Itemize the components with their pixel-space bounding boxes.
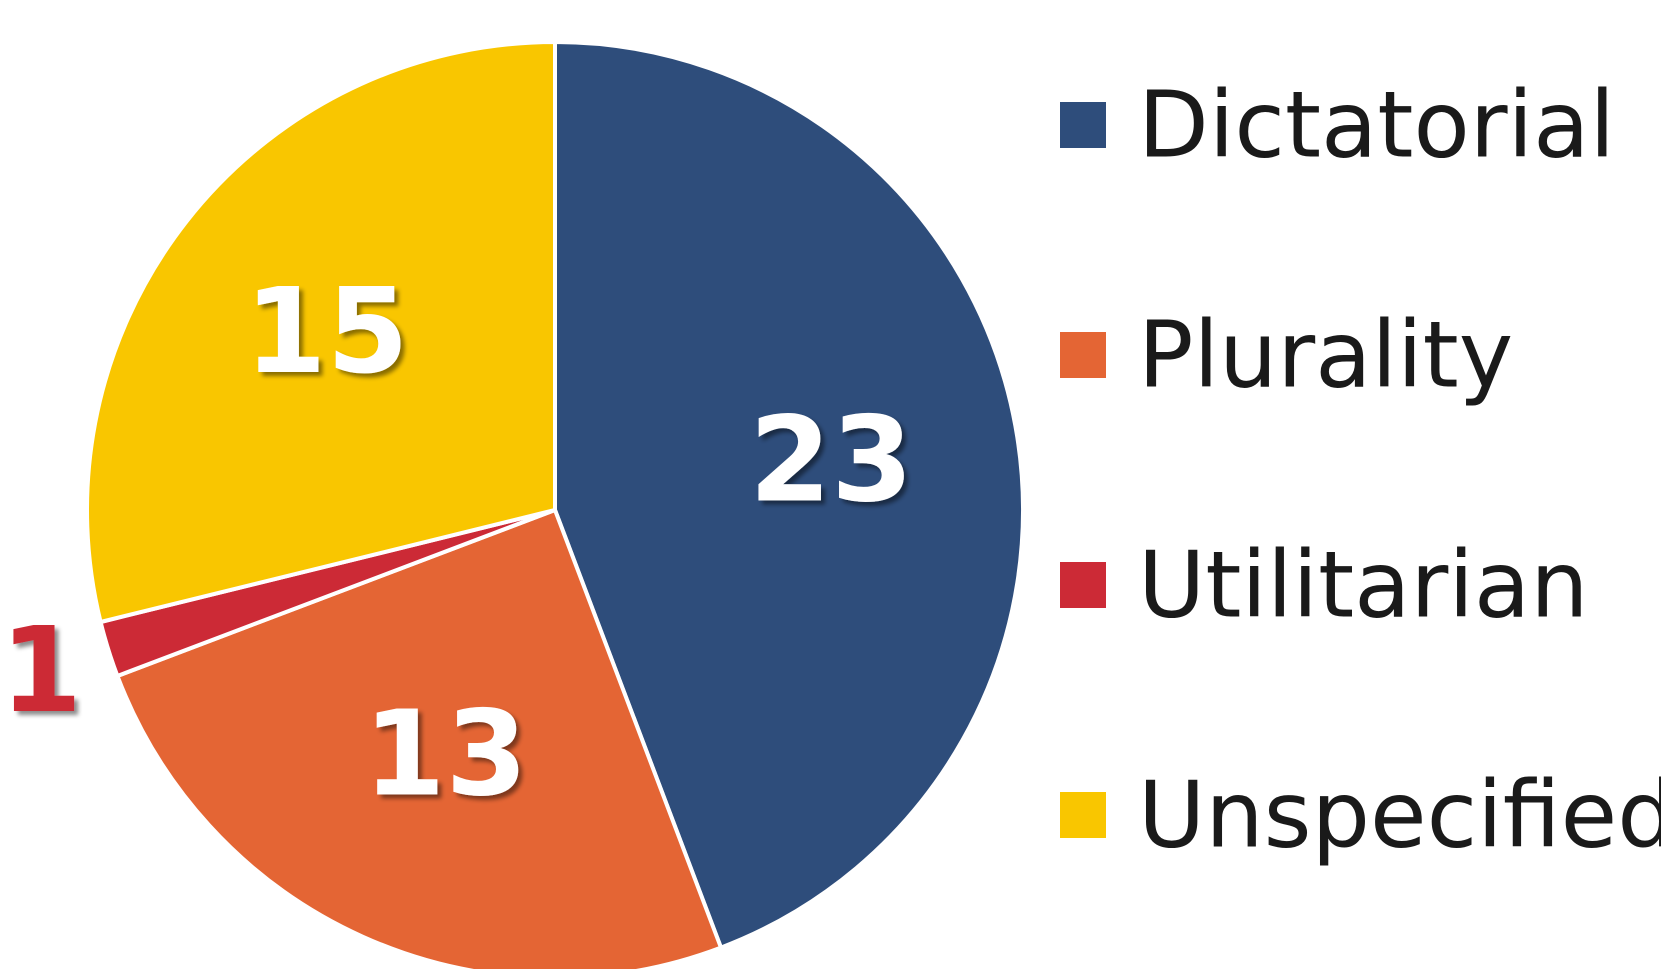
data-label-plurality: 13: [363, 684, 527, 822]
legend-swatch-dictatorial: [1060, 102, 1106, 148]
legend-swatch-plurality: [1060, 332, 1106, 378]
legend-label-utilitarian: Utilitarian: [1138, 532, 1589, 639]
pie-data-labels: 23 13 1 15: [0, 262, 913, 822]
data-label-unspecified: 15: [244, 262, 408, 400]
pie-slices: [85, 40, 1025, 969]
legend-label-plurality: Plurality: [1138, 302, 1513, 409]
pie-slice-unspecified: [85, 40, 557, 624]
data-label-dictatorial: 23: [749, 390, 913, 528]
legend: Dictatorial Plurality Utilitarian Unspecifi…: [1060, 72, 1661, 869]
legend-swatch-unspecified: [1060, 792, 1106, 838]
legend-label-unspecified: Unspecified: [1138, 762, 1661, 869]
legend-label-dictatorial: Dictatorial: [1138, 72, 1615, 179]
data-label-utilitarian: 1: [0, 601, 82, 739]
legend-swatch-utilitarian: [1060, 562, 1106, 608]
pie-slice-plurality: [115, 508, 723, 969]
pie-slice-dictatorial: [553, 40, 1025, 950]
